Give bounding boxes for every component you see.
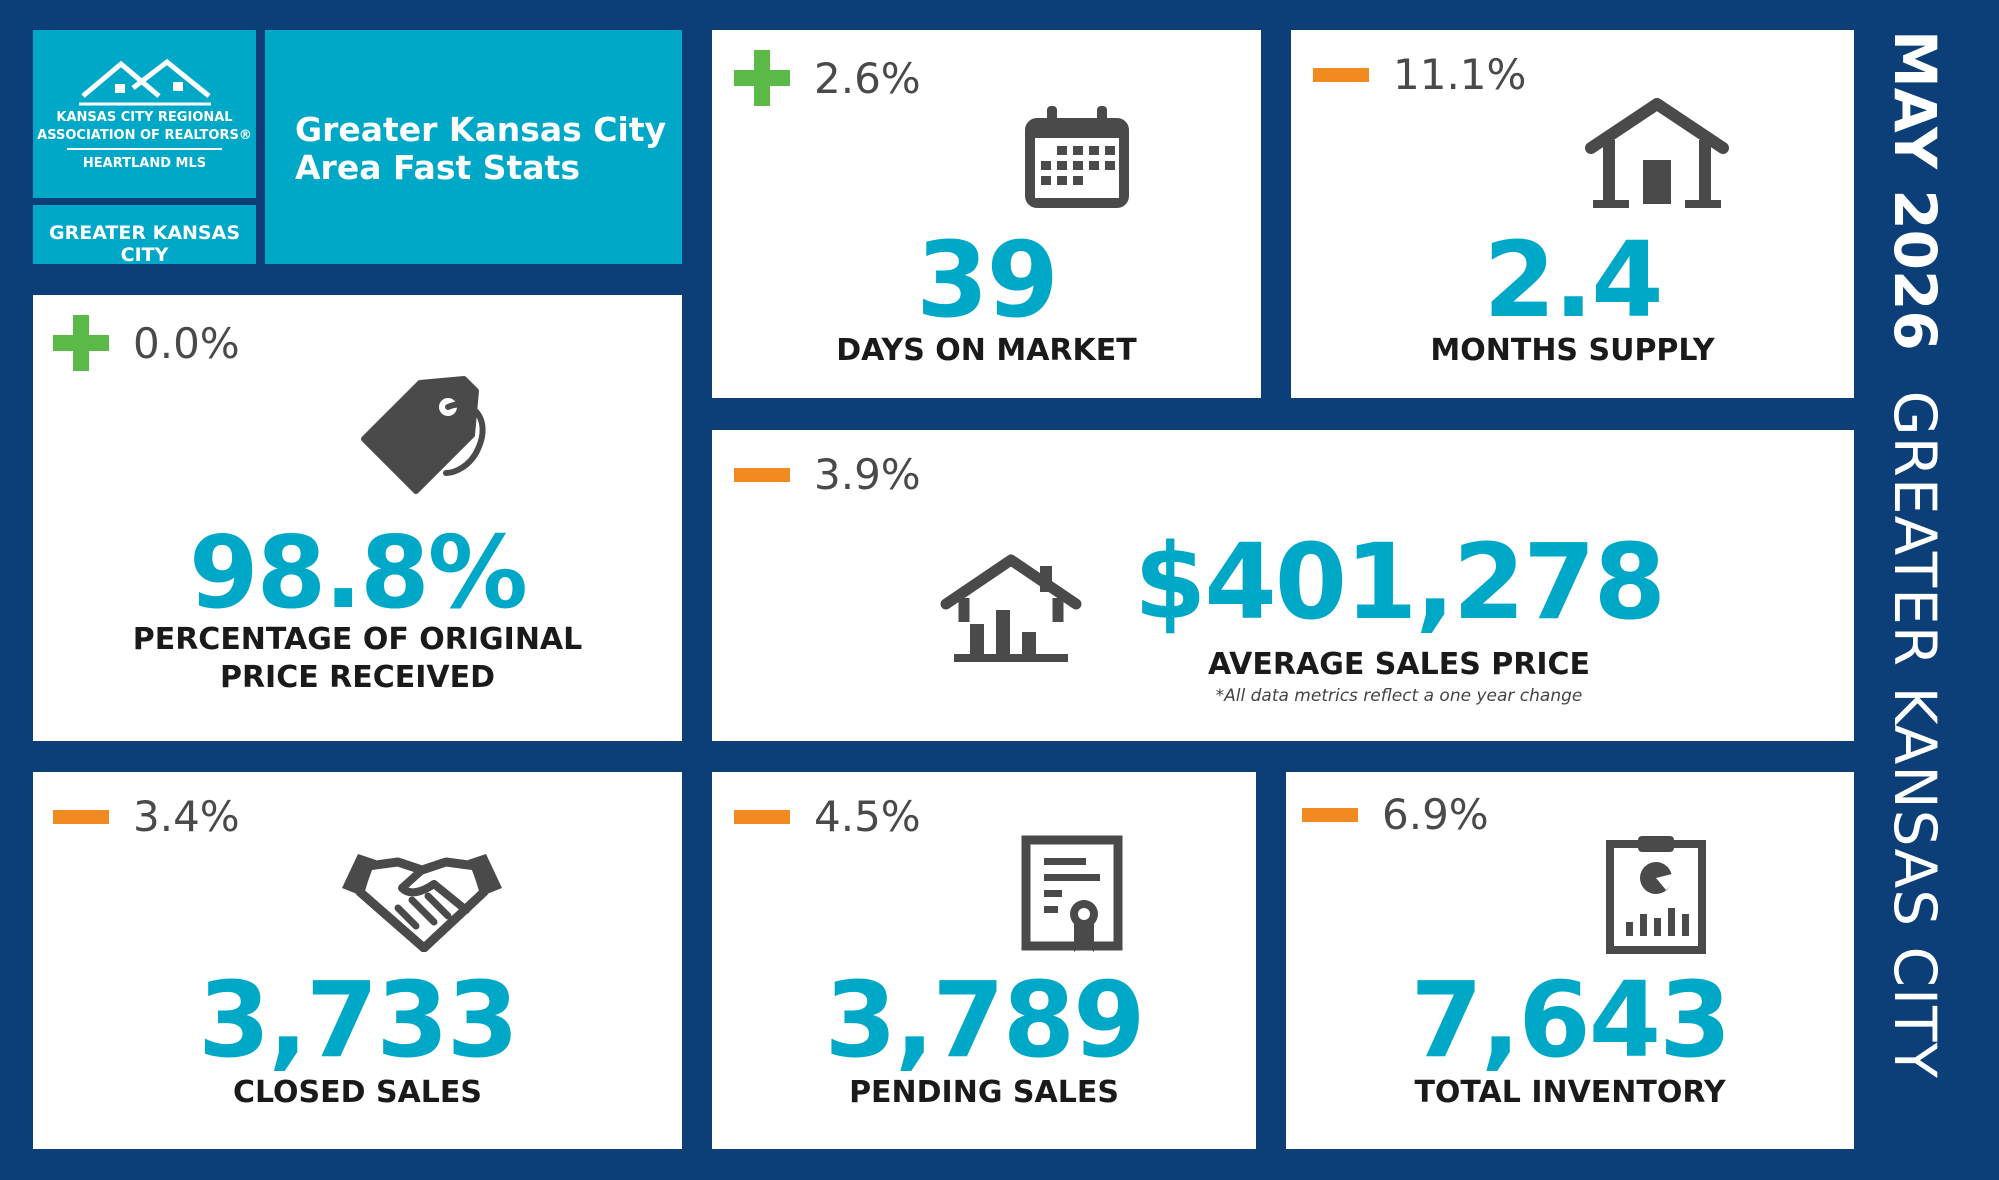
side-date: MAY 2026	[1881, 30, 1949, 351]
pending-sales-label: PENDING SALES	[849, 1075, 1119, 1110]
increase-icon	[53, 315, 109, 371]
logo-tile: KANSAS CITY REGIONAL ASSOCIATION OF REAL…	[33, 30, 256, 198]
house-icon	[1585, 98, 1729, 208]
pct-original-price-card: 0.0% 98.8% PERCENTAGE OF ORIGINAL PRICE …	[33, 295, 682, 741]
total-inventory-label: TOTAL INVENTORY	[1414, 1075, 1726, 1110]
closed-sales-change: 3.4%	[53, 792, 240, 841]
days-on-market-card: 2.6% 39 DAYS ON MARKET	[712, 30, 1261, 398]
decrease-icon	[734, 467, 790, 482]
decrease-icon	[1302, 807, 1358, 822]
pending-sales-value: 3,789	[824, 959, 1146, 1081]
logo-line2: ASSOCIATION OF REALTORS®	[37, 128, 252, 143]
decrease-icon	[53, 809, 109, 824]
avg-sales-price-value: $401,278	[1133, 521, 1666, 643]
clipboard-chart-icon	[1606, 836, 1706, 954]
total-inventory-change: 6.9%	[1302, 790, 1489, 839]
one-year-note: *All data metrics reflect a one year cha…	[1215, 686, 1583, 706]
months-supply-card: 11.1% 2.4 MONTHS SUPPLY	[1291, 30, 1854, 398]
pct-original-price-label-line2: PRICE RECEIVED	[219, 660, 496, 695]
days-on-market-value: 39	[916, 219, 1059, 341]
side-region: GREATER KANSAS CITY	[1881, 390, 1949, 1079]
pending-sales-change: 4.5%	[734, 792, 921, 841]
calendar-icon	[1025, 106, 1129, 208]
months-supply-change: 11.1%	[1313, 50, 1526, 99]
months-supply-label: MONTHS SUPPLY	[1430, 333, 1715, 368]
avg-sales-price-change: 3.9%	[734, 450, 921, 499]
days-on-market-change: 2.6%	[734, 50, 921, 106]
handshake-icon	[342, 854, 502, 952]
months-supply-change-value: 11.1%	[1393, 50, 1527, 99]
avg-sales-price-card: 3.9% $401,278 AVERAGE SALES PRICE *All d…	[712, 430, 1854, 741]
increase-icon	[734, 50, 790, 106]
closed-sales-card: 3.4% 3,733 CLOSED SALES	[33, 772, 682, 1149]
certificate-icon	[1021, 835, 1123, 952]
total-inventory-card: 6.9% 7,643 TOTAL INVENTORY	[1286, 772, 1854, 1149]
total-inventory-value: 7,643	[1410, 959, 1732, 1081]
closed-sales-value: 3,733	[198, 959, 519, 1081]
avg-sales-price-change-value: 3.9%	[814, 450, 921, 499]
house-chart-icon	[940, 554, 1082, 662]
logo-houses-icon	[79, 58, 211, 106]
side-title: MAY 2026 GREATER KANSAS CITY	[1854, 30, 1984, 1150]
decrease-icon	[734, 809, 790, 824]
decrease-icon	[1313, 67, 1369, 82]
pending-sales-change-value: 4.5%	[814, 792, 921, 841]
pct-original-price-change-value: 0.0%	[133, 318, 240, 368]
days-on-market-change-value: 2.6%	[814, 53, 921, 103]
region-label: GREATER KANSAS CITY	[48, 222, 241, 266]
pct-original-price-value: 98.8%	[189, 514, 528, 631]
region-tile: GREATER KANSAS CITY	[33, 205, 256, 266]
logo-line1: KANSAS CITY REGIONAL	[56, 110, 233, 125]
months-supply-value: 2.4	[1483, 219, 1663, 341]
pct-original-price-label-line1: PERCENTAGE OF ORIGINAL	[132, 622, 583, 657]
logo-divider	[67, 148, 222, 150]
page-title-line1: Greater Kansas City	[295, 110, 667, 149]
title-tile: Greater Kansas City Area Fast Stats	[265, 30, 682, 264]
avg-sales-price-label: AVERAGE SALES PRICE	[1207, 647, 1591, 682]
logo-line3: HEARTLAND MLS	[82, 156, 207, 171]
price-tag-icon	[361, 376, 486, 494]
page-title-line2: Area Fast Stats	[295, 148, 580, 187]
pct-original-price-change: 0.0%	[53, 315, 240, 371]
days-on-market-label: DAYS ON MARKET	[836, 333, 1137, 368]
closed-sales-change-value: 3.4%	[133, 792, 240, 841]
pending-sales-card: 4.5% 3,789 PENDING SALES	[712, 772, 1256, 1149]
side-title-text: MAY 2026 GREATER KANSAS CITY	[1881, 30, 1949, 1079]
total-inventory-change-value: 6.9%	[1382, 790, 1489, 839]
closed-sales-label: CLOSED SALES	[232, 1075, 483, 1110]
